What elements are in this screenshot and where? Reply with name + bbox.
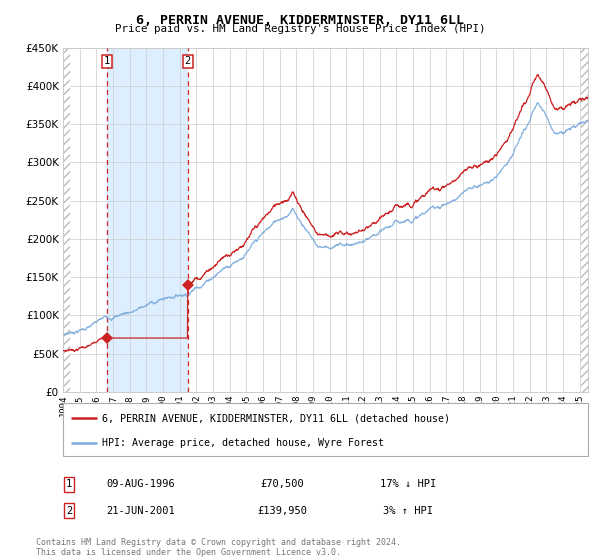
- FancyBboxPatch shape: [63, 403, 588, 456]
- Text: 1: 1: [66, 479, 72, 489]
- Text: 1: 1: [103, 57, 110, 67]
- Text: £139,950: £139,950: [257, 506, 307, 516]
- Text: 21-JUN-2001: 21-JUN-2001: [107, 506, 175, 516]
- Text: 6, PERRIN AVENUE, KIDDERMINSTER, DY11 6LL (detached house): 6, PERRIN AVENUE, KIDDERMINSTER, DY11 6L…: [103, 413, 451, 423]
- Text: HPI: Average price, detached house, Wyre Forest: HPI: Average price, detached house, Wyre…: [103, 438, 385, 448]
- Text: Contains HM Land Registry data © Crown copyright and database right 2024.
This d: Contains HM Land Registry data © Crown c…: [36, 538, 401, 557]
- Text: 6, PERRIN AVENUE, KIDDERMINSTER, DY11 6LL: 6, PERRIN AVENUE, KIDDERMINSTER, DY11 6L…: [136, 14, 464, 27]
- Text: 2: 2: [184, 57, 191, 67]
- Text: 2: 2: [66, 506, 72, 516]
- Text: 09-AUG-1996: 09-AUG-1996: [107, 479, 175, 489]
- Text: Price paid vs. HM Land Registry's House Price Index (HPI): Price paid vs. HM Land Registry's House …: [115, 24, 485, 34]
- Text: £70,500: £70,500: [260, 479, 304, 489]
- Text: 3% ↑ HPI: 3% ↑ HPI: [383, 506, 433, 516]
- Bar: [107, 48, 187, 392]
- Text: 17% ↓ HPI: 17% ↓ HPI: [380, 479, 436, 489]
